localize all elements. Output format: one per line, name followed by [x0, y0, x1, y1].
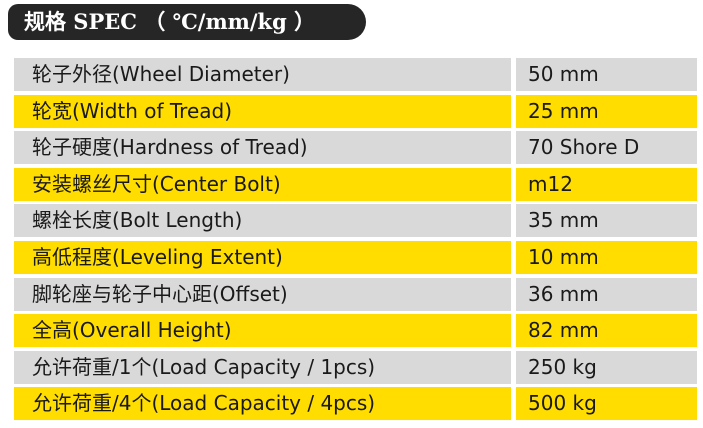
spec-label: 轮宽(Width of Tread)	[14, 94, 511, 128]
spec-label: 允许荷重/1个(Load Capacity / 1pcs)	[14, 350, 511, 384]
spec-label: 全高(Overall Height)	[14, 314, 511, 348]
spec-label: 安装螺丝尺寸(Center Bolt)	[14, 167, 511, 201]
spec-label: 允许荷重/4个(Load Capacity / 4pcs)	[14, 387, 511, 421]
spec-value: 70 Shore D	[516, 131, 697, 165]
spec-label: 脚轮座与轮子中心距(Offset)	[14, 277, 511, 311]
spec-value: m12	[516, 167, 697, 201]
spec-label: 轮子外径(Wheel Diameter)	[14, 58, 511, 91]
spec-title: 规格 SPEC （ ℃/mm/kg ）	[8, 4, 366, 40]
spec-label: 轮子硬度(Hardness of Tread)	[14, 131, 511, 165]
spec-value: 82 mm	[516, 314, 697, 348]
spec-value: 35 mm	[516, 204, 697, 238]
spec-label: 高低程度(Leveling Extent)	[14, 241, 511, 274]
spec-value: 50 mm	[516, 58, 697, 91]
spec-value: 10 mm	[516, 241, 697, 274]
spec-value: 36 mm	[516, 277, 697, 311]
spec-value: 500 kg	[516, 387, 697, 421]
spec-label: 螺栓长度(Bolt Length)	[14, 204, 511, 238]
spec-value: 25 mm	[516, 94, 697, 128]
spec-value: 250 kg	[516, 350, 697, 384]
